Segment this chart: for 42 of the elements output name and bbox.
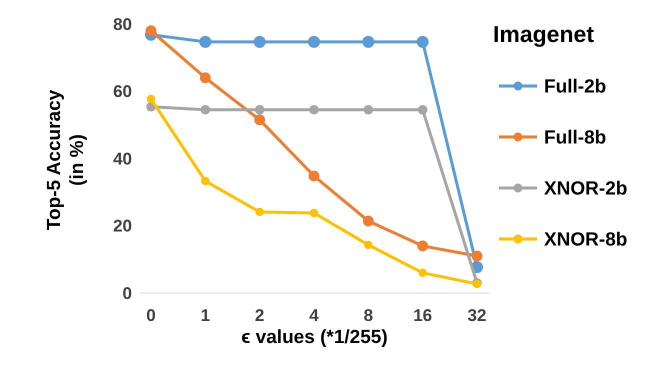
point (308, 36, 320, 48)
point (146, 25, 156, 36)
point (472, 250, 482, 262)
legend-label: XNOR-8b (544, 230, 628, 251)
point (200, 104, 210, 115)
point (418, 104, 428, 115)
point (416, 36, 429, 48)
y-tick-label: 20 (113, 216, 132, 236)
point (309, 104, 319, 115)
y-tick-label: 60 (113, 82, 132, 102)
legend-label: Full-2b (544, 76, 606, 98)
x-tick-label: 4 (309, 306, 320, 325)
y-tick-label: 40 (113, 149, 132, 168)
point (362, 216, 374, 226)
point (362, 36, 374, 48)
point (255, 208, 264, 216)
y-tick-label: 0 (122, 284, 132, 303)
x-tick-label: 1 (200, 306, 210, 325)
point (308, 170, 320, 182)
x-tick-label: 32 (468, 306, 486, 325)
x-tick-label: 2 (254, 306, 264, 325)
point (199, 36, 212, 48)
x-axis-title: ϵ values (*1/255) (241, 327, 388, 348)
y-tick-label: 80 (113, 14, 132, 34)
point (310, 208, 318, 218)
point (200, 72, 211, 84)
x-tick-label: 16 (413, 306, 432, 325)
legend-title: Imagenet (493, 21, 594, 47)
y-axis-title: Top-5 Accuracy (in %) (44, 89, 88, 230)
point (146, 94, 156, 104)
point (364, 104, 374, 115)
x-tick-label: 8 (364, 306, 374, 325)
point (254, 36, 266, 48)
legend-label: XNOR-2b (544, 178, 628, 200)
point (201, 176, 210, 186)
point (417, 240, 428, 252)
point (364, 240, 373, 250)
point (254, 114, 266, 126)
legend-label: Full-8b (544, 128, 606, 149)
point (418, 268, 427, 278)
point (254, 104, 264, 115)
x-tick-label: 0 (146, 306, 156, 325)
